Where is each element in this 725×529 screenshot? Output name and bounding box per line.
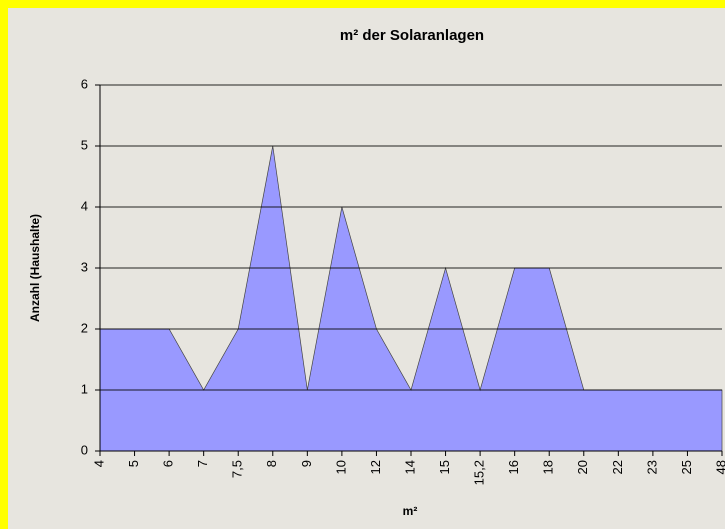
y-axis-label: Anzahl (Haushalte) [28, 214, 42, 322]
x-tick-label: 6 [161, 460, 176, 467]
x-tick-label: 7,5 [230, 460, 245, 478]
x-tick-label: 22 [610, 460, 625, 474]
x-tick-label: 16 [506, 460, 521, 474]
x-tick-label: 4 [91, 460, 106, 467]
x-tick-label: 20 [575, 460, 590, 474]
x-tick-label: 14 [402, 460, 417, 474]
y-tick-label: 2 [81, 320, 88, 335]
x-tick-label: 18 [541, 460, 556, 474]
y-tick-label: 6 [81, 76, 88, 91]
y-tick-label: 0 [81, 442, 88, 457]
x-axis-label: m² [403, 504, 418, 518]
y-tick-label: 4 [81, 198, 88, 213]
x-tick-label: 7 [195, 460, 210, 467]
x-tick-label: 8 [264, 460, 279, 467]
x-tick-label: 9 [299, 460, 314, 467]
y-tick-label: 1 [81, 381, 88, 396]
x-tick-label: 23 [644, 460, 659, 474]
x-tick-label: 5 [126, 460, 141, 467]
y-tick-label: 5 [81, 137, 88, 152]
x-tick-label: 12 [368, 460, 383, 474]
x-tick-label: 15,2 [472, 460, 487, 485]
y-tick-label: 3 [81, 259, 88, 274]
chart-title: m² der Solaranlagen [340, 27, 484, 44]
x-tick-label: 25 [679, 460, 694, 474]
x-tick-label: 48 [713, 460, 725, 474]
x-tick-label: 10 [333, 460, 348, 474]
x-tick-label: 15 [437, 460, 452, 474]
